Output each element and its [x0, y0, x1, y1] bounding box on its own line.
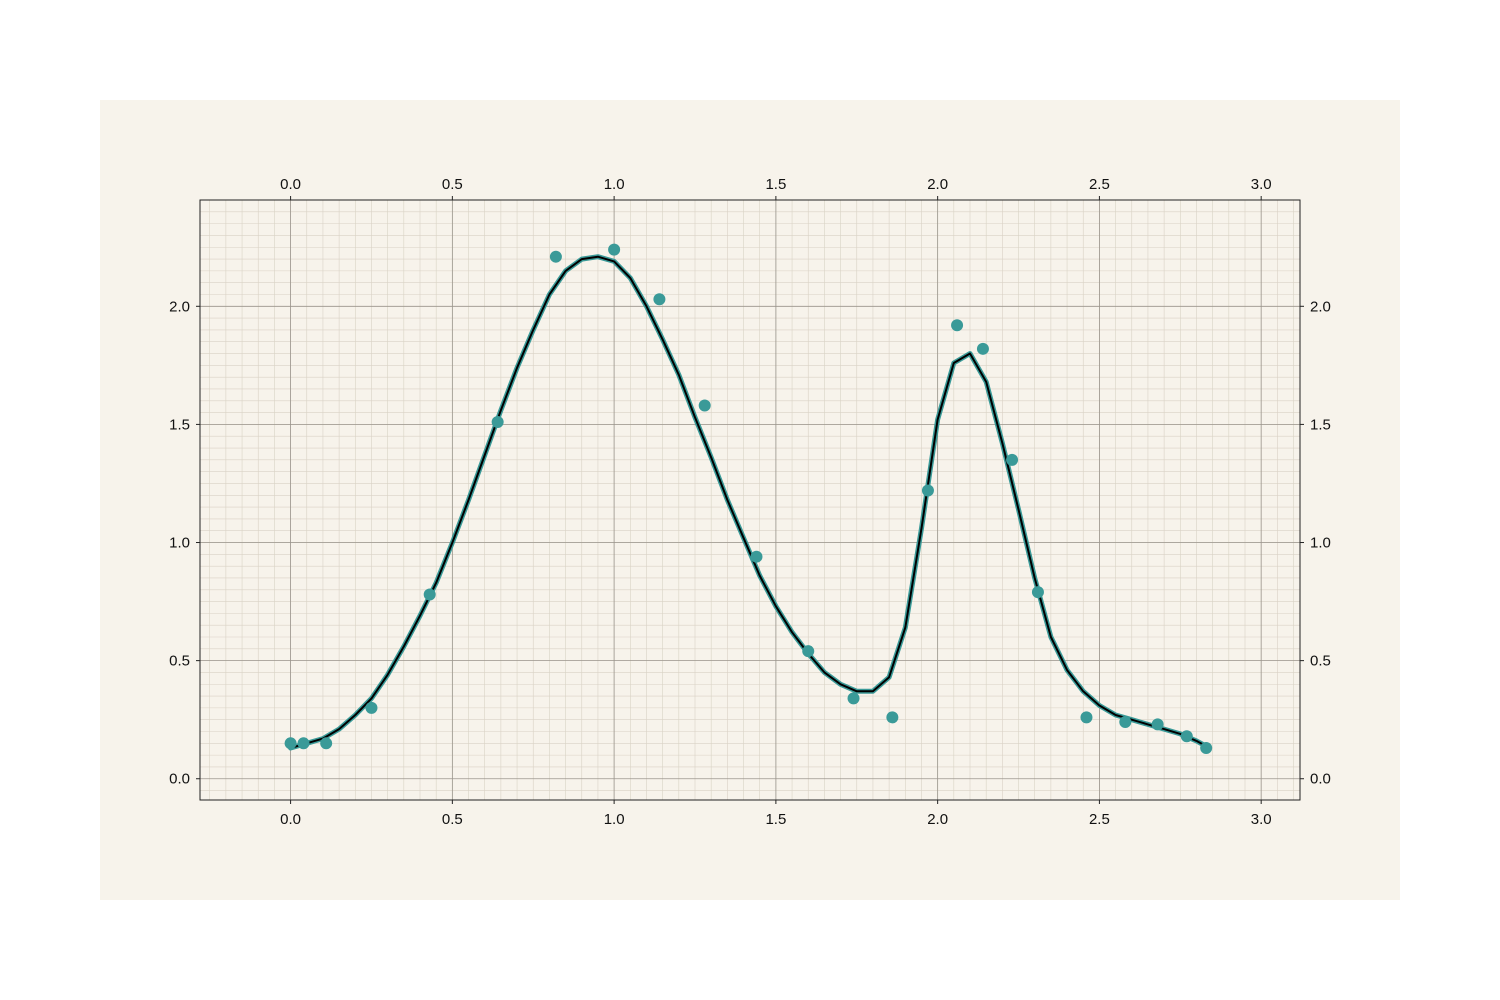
x-tick-label-top: 0.5: [442, 176, 463, 193]
y-tick-label-left: 1.5: [169, 416, 190, 433]
data-point: [847, 692, 860, 705]
x-tick-label-bottom: 0.0: [280, 811, 301, 828]
plot-frame: [199, 199, 1301, 801]
series-lines: [288, 254, 1212, 751]
data-point: [549, 250, 562, 263]
data-point: [1200, 742, 1213, 755]
major-grid: [200, 200, 1300, 800]
series-points: [284, 243, 1213, 755]
data-point: [1151, 718, 1164, 731]
y-tick-label-right: 0.0: [1310, 771, 1331, 788]
x-tick-label-bottom: 3.0: [1251, 811, 1272, 828]
x-tick-label-top: 1.5: [765, 176, 786, 193]
data-point: [921, 484, 934, 497]
data-point: [698, 399, 711, 412]
data-point: [1180, 730, 1193, 743]
minor-grid: [200, 199, 1300, 800]
y-tick-label-left: 1.0: [169, 535, 190, 552]
data-point: [365, 701, 378, 714]
data-point: [750, 550, 763, 563]
data-point: [1006, 453, 1019, 466]
y-tick-label-right: 1.0: [1310, 535, 1331, 552]
x-tick-label-bottom: 1.5: [765, 811, 786, 828]
y-tick-label-left: 0.5: [169, 653, 190, 670]
x-tick-label-top: 1.0: [604, 176, 625, 193]
data-point: [320, 737, 333, 750]
data-point: [297, 737, 310, 750]
y-tick-label-left: 0.0: [169, 771, 190, 788]
x-tick-label-bottom: 2.5: [1089, 811, 1110, 828]
data-point: [1080, 711, 1093, 724]
y-tick-label-right: 0.5: [1310, 653, 1331, 670]
x-tick-label-top: 3.0: [1251, 176, 1272, 193]
data-point: [491, 416, 504, 429]
data-point: [608, 243, 621, 256]
data-point: [1031, 586, 1044, 599]
x-tick-label-top: 0.0: [280, 176, 301, 193]
tick-marks: [196, 196, 1304, 804]
x-tick-label-bottom: 0.5: [442, 811, 463, 828]
data-point: [423, 588, 436, 601]
chart-panel: 0.0 0.0 0.5 0.5 1.0 1.0 1.5 1.5 2.0 2.0 2.5 2.5 3.0 3…: [100, 100, 1400, 900]
tick-labels: 0.0 0.0 0.5 0.5 1.0 1.0 1.5 1.5 2.0 2.0 2.5 2.5 3.0 3…: [169, 176, 1331, 828]
data-point: [1119, 716, 1132, 729]
data-point: [886, 711, 899, 724]
x-tick-label-top: 2.5: [1089, 176, 1110, 193]
x-tick-label-bottom: 2.0: [927, 811, 948, 828]
y-tick-label-right: 2.0: [1310, 298, 1331, 315]
data-point: [951, 319, 964, 332]
y-tick-label-left: 2.0: [169, 298, 190, 315]
chart-svg: 0.0 0.0 0.5 0.5 1.0 1.0 1.5 1.5 2.0 2.0 2.5 2.5 3.0 3…: [169, 176, 1331, 828]
data-point: [802, 645, 815, 658]
data-point: [653, 293, 666, 306]
y-tick-label-right: 1.5: [1310, 416, 1331, 433]
data-point: [284, 737, 297, 750]
x-tick-label-bottom: 1.0: [604, 811, 625, 828]
data-point: [976, 342, 989, 355]
smooth-curve-line: [288, 254, 1212, 751]
x-tick-label-top: 2.0: [927, 176, 948, 193]
